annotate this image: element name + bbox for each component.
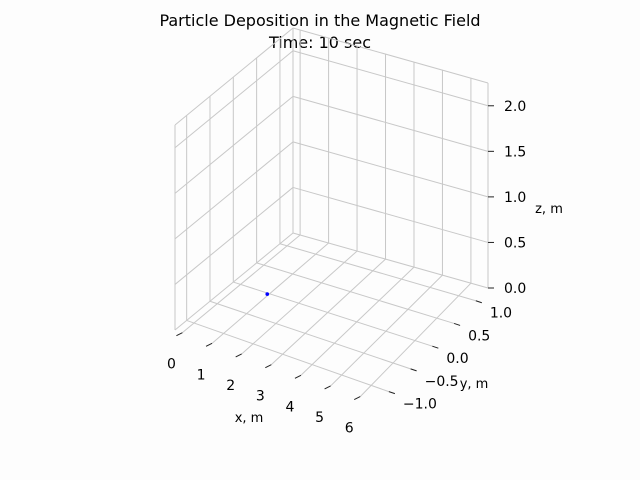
floor-gridline-y-1 <box>209 300 411 370</box>
back-wall-horizontal-0 <box>292 232 489 289</box>
z-tick-label-2: 1.0 <box>504 190 526 206</box>
left-wall-horizontal-2 <box>174 141 294 240</box>
floor-gridline-y-3 <box>256 262 455 324</box>
z-axis-label: z, m <box>535 202 563 217</box>
back-wall-horizontal-4 <box>292 50 489 107</box>
chart-subtitle: Time: 10 sec <box>268 33 372 52</box>
x-tick-label-6: 6 <box>345 421 354 437</box>
y-tick-mark-1 <box>410 368 417 372</box>
back-wall-horizontal-2 <box>292 141 489 198</box>
floor-gridline-x-5 <box>330 274 443 387</box>
back-wall-horizontal-3 <box>292 95 489 152</box>
x-tick-mark-0 <box>176 332 183 337</box>
chart-title: Particle Deposition in the Magnetic Fiel… <box>159 11 481 30</box>
left-wall-horizontal-1 <box>174 187 294 285</box>
back-wall-top-edge <box>292 27 489 84</box>
floor-gridline-y-0 <box>186 319 390 393</box>
x-axis-label: x, m <box>235 411 264 426</box>
points <box>265 292 270 296</box>
floor-gridline-x-0 <box>182 234 301 334</box>
x-tick-mark-3 <box>265 364 272 369</box>
left-wall-horizontal-4 <box>174 50 294 149</box>
y-axis-label: y, m <box>460 377 489 392</box>
z-tick-label-0: 0.0 <box>504 281 526 297</box>
z-tick-label-3: 1.5 <box>504 144 526 160</box>
floor-gridline-x-2 <box>241 250 358 355</box>
floor-gridline-x-6 <box>359 282 472 397</box>
x-tick-mark-5 <box>324 385 331 390</box>
left-wall-horizontal-3 <box>174 95 294 194</box>
gridlines <box>174 27 489 397</box>
y-tick-mark-0 <box>388 391 396 395</box>
x-tick-label-1: 1 <box>197 367 206 383</box>
x-tick-mark-2 <box>235 353 242 358</box>
floor-gridline-y-4 <box>279 243 476 302</box>
x-tick-mark-4 <box>294 374 302 379</box>
y-tick-label-0: −1.0 <box>403 397 437 413</box>
y-tick-label-3: 0.5 <box>468 328 490 344</box>
floor-gridline-x-4 <box>300 266 415 376</box>
y-ticks: −1.0 −0.5 0.00.51.0 <box>388 300 512 413</box>
x-ticks: 0 1 2 3 4 5 6 <box>167 332 361 437</box>
y-tick-mark-3 <box>453 322 461 326</box>
y-tick-label-1: −0.5 <box>425 374 459 390</box>
x-tick-label-2: 2 <box>226 378 235 394</box>
data-point-0 <box>265 292 270 296</box>
z-tick-label-4: 2.0 <box>504 99 526 115</box>
x-tick-label-0: 0 <box>167 357 176 373</box>
y-tick-mark-4 <box>475 300 482 304</box>
x-tick-mark-6 <box>353 396 361 401</box>
z-tick-label-1: 0.5 <box>504 235 526 251</box>
left-wall-horizontal-0 <box>174 232 294 331</box>
floor-gridline-x-3 <box>270 258 386 366</box>
z-ticks: 0.0 0.5 1.0 1.5 2.0 <box>488 99 526 297</box>
back-wall-horizontal-1 <box>292 186 489 243</box>
x-tick-label-5: 5 <box>315 410 324 426</box>
x-tick-label-3: 3 <box>256 389 265 405</box>
left-wall-top-edge <box>174 27 294 126</box>
y-tick-label-2: 0.0 <box>446 351 468 367</box>
y-tick-mark-2 <box>432 345 439 349</box>
floor-gridline-x-1 <box>211 242 329 344</box>
x-tick-mark-1 <box>205 342 213 347</box>
x-tick-label-4: 4 <box>285 399 294 415</box>
y-tick-label-4: 1.0 <box>490 306 512 322</box>
